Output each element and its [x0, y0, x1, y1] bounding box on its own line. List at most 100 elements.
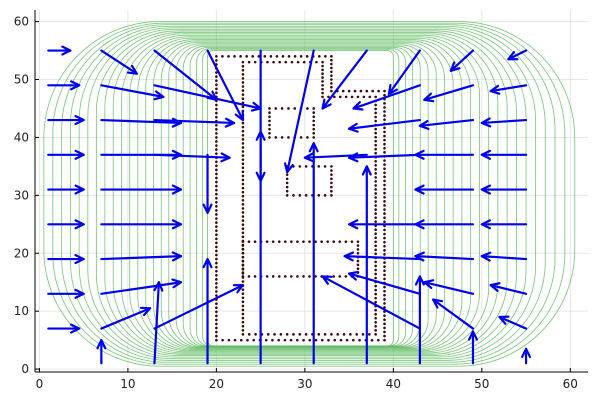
vector-arrow — [321, 49, 368, 110]
boundary-dot — [241, 190, 245, 194]
boundary-dot — [383, 208, 386, 211]
boundary-dot — [268, 107, 271, 110]
boundary-dot — [305, 55, 309, 58]
boundary-dot — [374, 176, 377, 179]
boundary-dot — [241, 316, 245, 320]
boundary-dot — [215, 180, 218, 184]
boundary-dot — [215, 128, 218, 131]
vector-arrow — [303, 152, 368, 163]
boundary-dot — [306, 107, 309, 110]
vector-arrow — [47, 45, 72, 56]
boundary-dot — [241, 263, 245, 267]
boundary-dot — [374, 119, 377, 123]
boundary-dot — [321, 91, 324, 95]
boundary-dot — [383, 322, 386, 326]
boundary-dot — [371, 89, 374, 93]
boundary-dot — [280, 107, 284, 110]
boundary-dot — [318, 55, 321, 58]
boundary-dot — [374, 316, 377, 320]
contour-line — [69, 25, 546, 361]
boundary-dot — [241, 320, 245, 324]
boundary-dot — [289, 338, 293, 342]
vector-arrow — [432, 298, 475, 330]
boundary-dot — [383, 261, 386, 264]
vector-arrow — [100, 84, 165, 101]
boundary-dot — [374, 240, 377, 244]
vector-arrow — [47, 288, 85, 299]
arrow-layer — [47, 45, 532, 365]
boundary-dot — [215, 338, 218, 342]
boundary-dot — [215, 294, 218, 297]
y-tick-label: 10 — [14, 304, 29, 318]
boundary-dot — [330, 70, 333, 74]
contour-line — [104, 31, 508, 355]
boundary-dot — [215, 107, 218, 111]
boundary-dot — [215, 310, 218, 314]
boundary-dot — [356, 240, 360, 243]
boundary-dot — [368, 333, 371, 336]
boundary-dot — [239, 338, 243, 342]
boundary-dot — [215, 306, 218, 310]
boundary-dot — [383, 326, 386, 330]
vector-arrow — [387, 49, 421, 96]
boundary-dot — [247, 60, 251, 64]
boundary-dot — [383, 159, 386, 162]
boundary-dot — [317, 194, 321, 197]
boundary-dot — [292, 333, 295, 336]
boundary-dot — [374, 115, 377, 119]
x-tick-label: 60 — [563, 377, 578, 391]
boundary-dot — [317, 165, 321, 168]
boundary-dot — [215, 176, 218, 180]
vector-arrow — [100, 49, 138, 75]
boundary-dot — [241, 182, 245, 186]
boundary-dot — [344, 240, 348, 243]
boundary-dot — [383, 146, 386, 150]
boundary-dot — [215, 245, 218, 249]
boundary-dot — [241, 73, 245, 76]
boundary-dot — [284, 240, 287, 243]
boundary-dot — [374, 232, 377, 236]
boundary-dot — [330, 181, 333, 185]
boundary-dot — [215, 334, 218, 338]
boundary-dot — [215, 132, 218, 135]
boundary-dot — [299, 136, 303, 139]
boundary-dot — [306, 136, 309, 139]
boundary-dot — [298, 194, 302, 197]
vector-arrow — [467, 330, 478, 365]
boundary-dot — [374, 260, 377, 264]
x-tick-label: 20 — [209, 377, 224, 391]
vector-arrow — [507, 49, 528, 61]
boundary-dot — [304, 194, 308, 197]
boundary-dot — [374, 312, 377, 316]
boundary-dot — [330, 177, 333, 181]
boundary-dot — [287, 136, 290, 139]
boundary-dot — [312, 111, 316, 114]
boundary-dot — [374, 172, 377, 175]
boundary-dot — [241, 194, 245, 198]
boundary-dot — [253, 275, 257, 278]
boundary-dot — [374, 284, 377, 288]
boundary-dot — [338, 95, 342, 99]
boundary-dot — [376, 338, 380, 342]
boundary-dot — [330, 185, 333, 189]
boundary-dot — [336, 333, 340, 336]
boundary-dot — [374, 168, 377, 171]
y-tick-label: 30 — [14, 188, 29, 202]
boundary-dot — [356, 263, 360, 267]
boundary-dot — [241, 267, 245, 271]
boundary-dot — [277, 275, 281, 278]
vector-arrow — [414, 219, 475, 230]
boundary-dot — [370, 338, 374, 342]
boundary-dot — [281, 55, 285, 58]
boundary-dot — [374, 204, 377, 207]
boundary-dot — [215, 209, 218, 212]
boundary-dot — [341, 89, 345, 93]
boundary-dot — [265, 275, 269, 278]
boundary-dot — [241, 142, 245, 145]
vector-arrow — [348, 118, 421, 133]
vector-arrow — [153, 281, 164, 365]
boundary-dot — [374, 308, 377, 312]
boundary-dot — [374, 184, 377, 187]
boundary-dot — [338, 275, 342, 278]
boundary-dot — [241, 138, 245, 141]
